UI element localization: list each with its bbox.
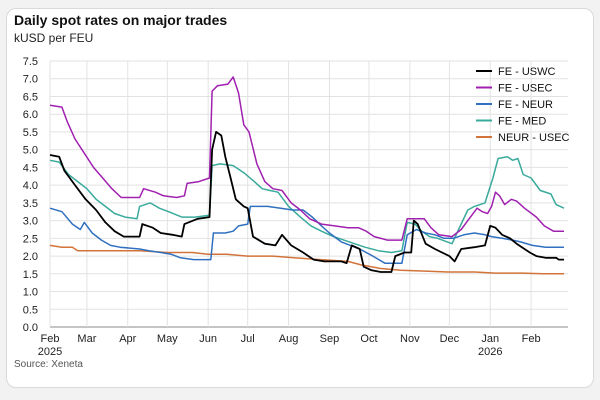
chart-subtitle: kUSD per FEU bbox=[14, 31, 94, 45]
chart-card bbox=[6, 8, 594, 388]
chart-legend: FE - USWC FE - USEC FE - NEUR FE - MED NEUR … bbox=[476, 66, 570, 144]
series-line-neur-usec bbox=[49, 244, 564, 275]
series-line-fe-neur bbox=[49, 205, 564, 264]
legend-label: FE - MED bbox=[498, 116, 546, 128]
y-tick-label: 6.0 bbox=[23, 109, 38, 121]
x-tick-year-label: 2026 bbox=[478, 346, 502, 358]
y-tick-label: 3.5 bbox=[23, 198, 38, 210]
y-tick-label: 1.0 bbox=[23, 287, 38, 299]
chart-grid bbox=[49, 60, 568, 328]
y-tick-label: 5.0 bbox=[23, 145, 38, 157]
chart-source: Source: Xeneta bbox=[14, 359, 83, 370]
chart-title: Daily spot rates on major trades bbox=[14, 12, 228, 28]
x-tick-label: Nov bbox=[400, 333, 420, 345]
x-tick-label: Jun bbox=[199, 333, 217, 345]
x-tick-label: Aug bbox=[279, 333, 299, 345]
y-tick-label: 7.5 bbox=[23, 56, 38, 68]
y-tick-label: 5.5 bbox=[23, 127, 38, 139]
y-tick-label: 0.0 bbox=[23, 322, 38, 334]
x-tick-label: Sep bbox=[320, 333, 340, 345]
x-tick-label: Mar bbox=[77, 333, 96, 345]
x-tick-label: May bbox=[157, 333, 178, 345]
y-tick-label: 6.5 bbox=[23, 91, 38, 103]
series-lines bbox=[49, 76, 565, 275]
legend-label: NEUR - USEC bbox=[498, 132, 570, 144]
y-tick-label: 2.5 bbox=[23, 233, 38, 245]
x-tick-label: Jul bbox=[241, 333, 255, 345]
series-line-fe-uswc bbox=[49, 131, 564, 273]
y-tick-label: 0.5 bbox=[23, 304, 38, 316]
x-tick-label: Apr bbox=[119, 333, 136, 345]
y-tick-label: 4.0 bbox=[23, 180, 38, 192]
x-tick-label: Feb bbox=[522, 333, 541, 345]
legend-label: FE - NEUR bbox=[498, 99, 553, 111]
x-tick-label: Feb bbox=[41, 333, 60, 345]
x-tick-label: Dec bbox=[440, 333, 460, 345]
legend-label: FE - USEC bbox=[498, 83, 552, 95]
legend-label: FE - USWC bbox=[498, 66, 555, 78]
x-tick-label: Oct bbox=[360, 333, 377, 345]
y-tick-label: 7.0 bbox=[23, 74, 38, 86]
x-tick-label: Jan bbox=[481, 333, 499, 345]
y-tick-label: 1.5 bbox=[23, 269, 38, 281]
y-axis-ticks: 0.0 0.5 1.0 1.5 2.0 2.5 3.0 3.5 4.0 4.5 5.0 5.5 6.0 6… bbox=[23, 56, 38, 334]
series-line-fe-med bbox=[49, 156, 565, 254]
y-tick-label: 3.0 bbox=[23, 216, 38, 228]
y-tick-label: 2.0 bbox=[23, 251, 38, 263]
y-tick-label: 4.5 bbox=[23, 162, 38, 174]
x-tick-year-label: 2025 bbox=[38, 346, 62, 358]
series-line-fe-usec bbox=[49, 76, 564, 241]
